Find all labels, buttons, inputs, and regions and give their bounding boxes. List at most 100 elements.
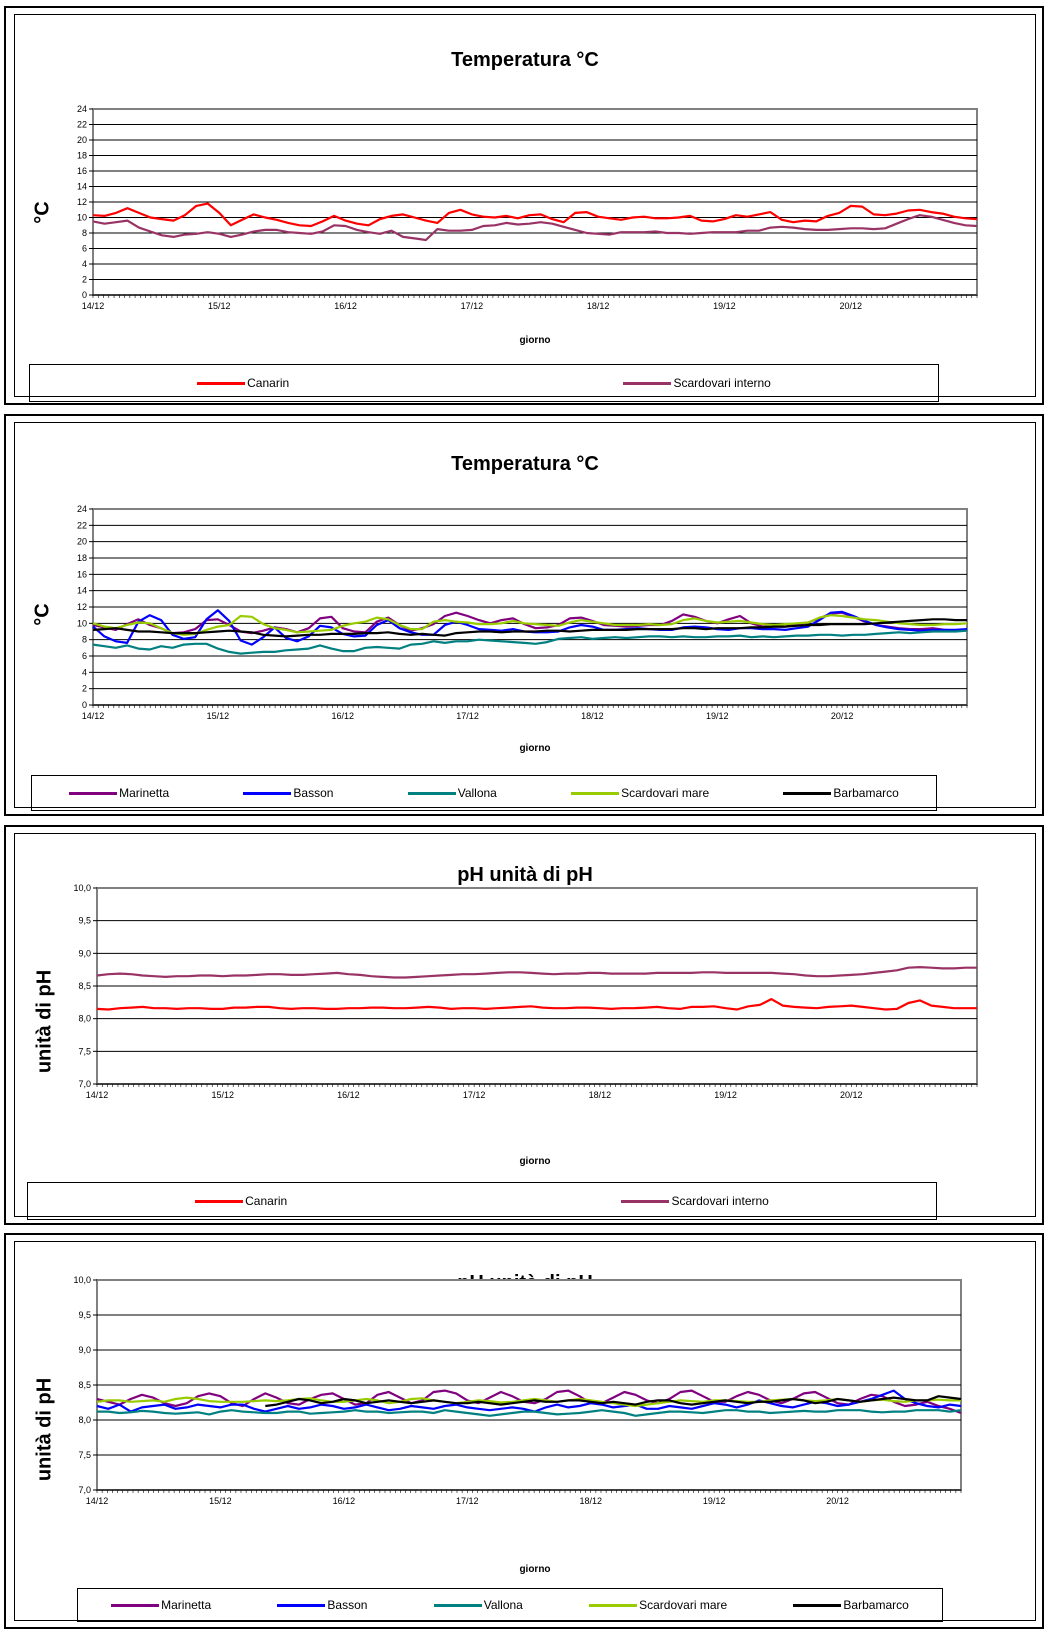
x-tick-label: 20/12	[826, 1496, 849, 1506]
y-tick-label: 12	[77, 602, 87, 612]
x-tick-label: 17/12	[461, 301, 484, 311]
legend-swatch	[623, 381, 672, 385]
y-tick-label: 8,5	[78, 981, 91, 991]
y-tick-label: 7,5	[78, 1450, 91, 1460]
y-tick-label: 10,0	[73, 1275, 91, 1285]
y-tick-label: 0	[82, 700, 87, 710]
series-line-scardovari-mare	[92, 614, 968, 636]
y-tick-label: 12	[77, 197, 87, 207]
y-tick-label: 22	[77, 520, 87, 530]
y-tick-label: 4	[82, 259, 87, 269]
series-line-barbamarco	[92, 618, 967, 638]
legend-item: Basson	[277, 1598, 367, 1612]
series-line-canarin	[96, 998, 977, 1011]
y-tick-label: 8,5	[78, 1380, 91, 1390]
legend-label: Canarin	[245, 1194, 288, 1208]
legend-label: Marinetta	[161, 1598, 212, 1612]
x-tick-label: 19/12	[713, 301, 736, 311]
x-tick-label: 17/12	[463, 1090, 486, 1100]
x-tick-label: 20/12	[831, 711, 854, 721]
y-tick-label: 0	[82, 290, 87, 300]
y-tick-label: 7,0	[78, 1079, 91, 1089]
x-tick-label: 17/12	[456, 1496, 479, 1506]
legend-item: Marinetta	[69, 786, 169, 800]
y-tick-label: 18	[77, 151, 87, 161]
legend-swatch	[783, 791, 832, 795]
series-line-vallona	[92, 629, 968, 655]
y-tick-label: 10,0	[73, 883, 91, 893]
y-tick-label: 16	[77, 166, 87, 176]
x-tick-label: 20/12	[840, 1090, 863, 1100]
chart-frame: pH unità di pH unità di pH 7,07,58,08,59…	[14, 1241, 1036, 1622]
y-tick-label: 7,5	[78, 1046, 91, 1056]
legend-item: Marinetta	[111, 1598, 211, 1612]
legend-swatch	[793, 1603, 842, 1607]
legend-item: Barbamarco	[783, 786, 899, 800]
legend-swatch	[433, 1603, 482, 1607]
y-tick-label: 8	[82, 635, 87, 645]
plot-area: 7,0 7,5 8,0 8,5 9,0 9,5 10,0 14/12 15/12 16/12 17/…	[73, 883, 978, 1100]
chart-frame: Temperatura °C °C 0 2 4 6 8 10 12 14 16 18 20 22 24 1…	[14, 14, 1036, 402]
legend-item: Vallona	[433, 1598, 523, 1612]
y-tick-label: 22	[77, 120, 87, 130]
y-tick-label: 8,0	[78, 1014, 91, 1024]
chart-panel: pH unità di pH unità di pH 7,07,58,08,59…	[4, 1233, 1044, 1629]
legend-swatch	[243, 791, 292, 795]
y-tick-label: 20	[77, 537, 87, 547]
legend-item: Canarin	[197, 376, 289, 390]
legend-item: Canarin	[195, 1194, 287, 1208]
y-tick-label: 24	[77, 504, 87, 514]
x-tick-label: 15/12	[207, 711, 230, 721]
x-tick-label: 14/12	[82, 301, 105, 311]
legend-item: Scardovari mare	[589, 1598, 727, 1612]
x-tick-label: 16/12	[337, 1090, 360, 1100]
y-tick-label: 14	[77, 586, 87, 596]
x-axis-label: giorno	[519, 1156, 551, 1167]
legend-label: Scardovari mare	[639, 1598, 728, 1612]
legend: Marinetta Basson Vallona Scardovari mare Bar…	[31, 775, 937, 811]
series-line-canarin	[92, 202, 978, 228]
y-tick-label: 4	[82, 667, 87, 677]
x-axis-label: giorno	[519, 1564, 551, 1575]
x-tick-label: 15/12	[209, 1496, 232, 1506]
legend-item: Barbamarco	[793, 1598, 909, 1612]
y-tick-label: 9,0	[78, 1345, 91, 1355]
legend-swatch	[621, 1199, 670, 1203]
chart-title: Temperatura °C	[451, 453, 599, 475]
y-tick-label: 20	[77, 135, 87, 145]
y-tick-label: 2	[82, 684, 87, 694]
legend: Marinetta Basson Vallona Scardovari mare Bar…	[77, 1588, 943, 1622]
y-tick-label: 18	[77, 553, 87, 563]
x-tick-label: 18/12	[581, 711, 604, 721]
y-tick-label: 14	[77, 182, 87, 192]
y-tick-label: 2	[82, 275, 87, 285]
legend-swatch	[571, 791, 620, 795]
y-tick-label: 10	[77, 618, 87, 628]
legend-label: Marinetta	[119, 786, 170, 800]
y-tick-label: 9,0	[78, 948, 91, 958]
y-tick-label: 6	[82, 244, 87, 254]
legend-label: Vallona	[457, 786, 497, 800]
x-axis-label: giorno	[519, 743, 551, 754]
legend-swatch	[589, 1603, 638, 1607]
legend-swatch	[69, 791, 118, 795]
chart-title: pH unità di pH	[457, 864, 593, 886]
chart-title: Temperatura °C	[451, 49, 599, 71]
legend: Canarin Scardovari interno	[27, 1182, 937, 1220]
legend-label: Canarin	[247, 376, 290, 390]
x-tick-label: 15/12	[208, 301, 231, 311]
y-tick-label: 8,0	[78, 1415, 91, 1425]
x-tick-label: 19/12	[706, 711, 729, 721]
y-tick-label: 16	[77, 569, 87, 579]
x-tick-label: 14/12	[82, 711, 105, 721]
chart-panel: Temperatura °C °C 0 2 4 6 8 10 12 14 16 18 20 22 24 1…	[4, 414, 1044, 816]
x-tick-label: 14/12	[86, 1090, 109, 1100]
legend-swatch	[277, 1603, 326, 1607]
series-line-scardovari-interno	[92, 214, 978, 242]
legend-label: Barbamarco	[843, 1598, 909, 1612]
y-tick-label: 6	[82, 651, 87, 661]
